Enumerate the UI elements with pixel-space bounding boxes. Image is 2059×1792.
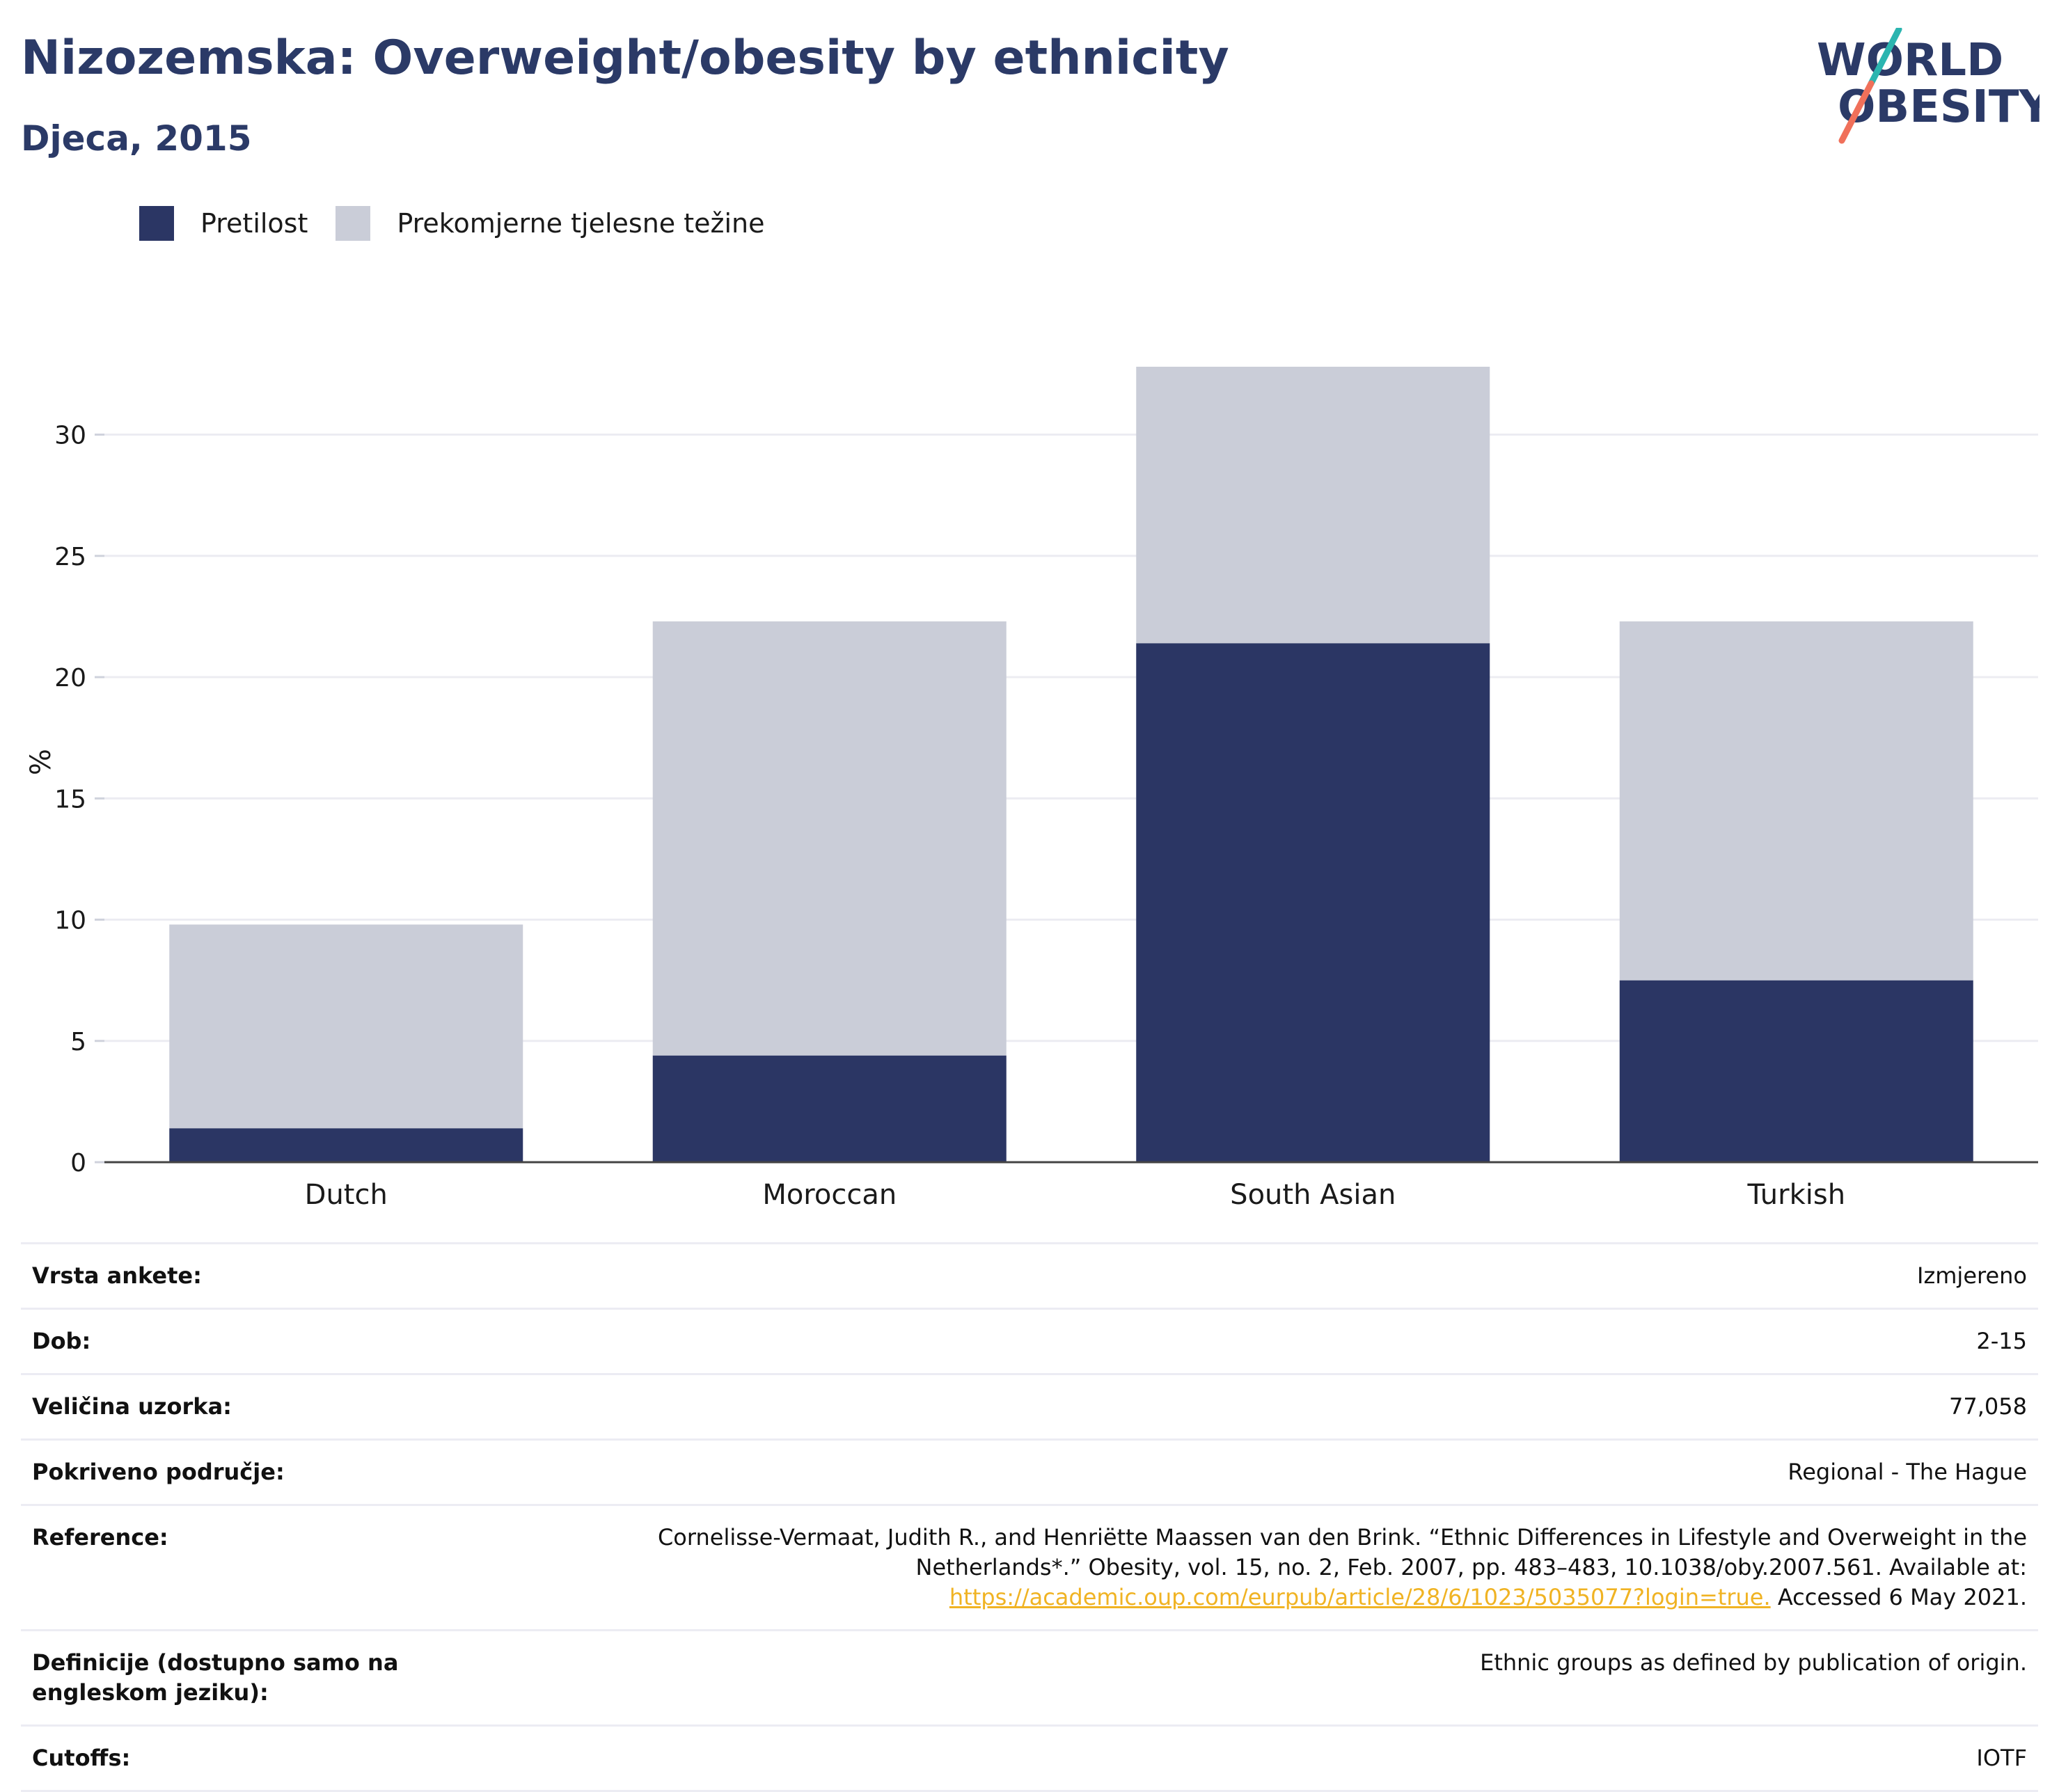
- y-tick-label: 20: [54, 664, 86, 692]
- bar-chart: 0 5 10 15 20 25 30 Dutch Moroccan South Asian Tur…: [25, 366, 2038, 1211]
- info-label: Pokriveno područje:: [32, 1459, 285, 1485]
- y-tick-label: 10: [54, 907, 86, 935]
- info-label: Cutoffs:: [32, 1745, 131, 1771]
- logo-word-1: WORLD: [1817, 35, 2003, 86]
- survey-info-table: Vrsta ankete: Izmjereno Dob: 2-15 Veliči…: [21, 1242, 2038, 1792]
- info-row-survey-type: Vrsta ankete: Izmjereno: [21, 1243, 2038, 1309]
- info-label: Definicije (dostupno samo na engleskom j…: [32, 1649, 399, 1706]
- y-tick-label: 0: [70, 1149, 86, 1178]
- info-row-coverage: Pokriveno područje: Regional - The Hague: [21, 1439, 2038, 1505]
- legend-item-obesity[interactable]: Pretilost: [139, 206, 308, 241]
- reference-text: Cornelisse-Vermaat, Judith R., and Henri…: [657, 1524, 2027, 1580]
- info-value: Ethnic groups as defined by publication …: [1480, 1649, 2027, 1676]
- info-row-age: Dob: 2-15: [21, 1308, 2038, 1374]
- info-value: IOTF: [1976, 1745, 2027, 1771]
- bar-obesity-south-asian[interactable]: [1136, 643, 1490, 1162]
- x-category-label: Turkish: [1746, 1179, 1845, 1211]
- info-value: Regional - The Hague: [1788, 1459, 2027, 1485]
- x-axis-labels: Dutch Moroccan South Asian Turkish: [305, 1179, 1845, 1211]
- legend-label-obesity: Pretilost: [200, 208, 308, 239]
- info-value: 2-15: [1976, 1328, 2027, 1354]
- y-tick-label: 30: [54, 422, 86, 450]
- x-category-label: Dutch: [305, 1179, 388, 1211]
- legend-label-overweight: Prekomjerne tjelesne težine: [397, 208, 765, 239]
- logo-slash-teal: [1868, 26, 1902, 87]
- legend-swatch-overweight: [336, 206, 371, 241]
- legend-item-overweight[interactable]: Prekomjerne tjelesne težine: [336, 206, 765, 241]
- logo-graphic: WORLD OBESITY: [1817, 26, 2051, 144]
- y-tick-label: 15: [54, 785, 86, 814]
- reference-accessed: Accessed 6 May 2021.: [1770, 1584, 2027, 1610]
- logo-word-2: OBESITY: [1838, 81, 2040, 133]
- reference-link[interactable]: https://academic.oup.com/eurpub/article/…: [949, 1584, 1771, 1610]
- y-tick-label: 25: [54, 543, 86, 571]
- info-label: Vrsta ankete:: [32, 1262, 202, 1289]
- y-axis-title: %: [25, 749, 57, 775]
- bar-overweight-turkish[interactable]: [1619, 621, 1973, 981]
- chart-bars: [169, 366, 1973, 1162]
- bar-overweight-moroccan[interactable]: [652, 621, 1007, 1056]
- y-axis-ticks: 0 5 10 15 20 25 30: [54, 422, 86, 1178]
- info-label: Veličina uzorka:: [32, 1393, 232, 1420]
- info-value: 77,058: [1949, 1393, 2027, 1420]
- x-category-label: Moroccan: [762, 1179, 897, 1211]
- info-row-definitions: Definicije (dostupno samo na engleskom j…: [21, 1630, 2038, 1726]
- chart-legend: Pretilost Prekomjerne tjelesne težine: [139, 206, 793, 241]
- info-row-sample-size: Veličina uzorka: 77,058: [21, 1374, 2038, 1440]
- x-category-label: South Asian: [1230, 1179, 1396, 1211]
- bar-obesity-turkish[interactable]: [1619, 980, 1973, 1162]
- bar-obesity-dutch[interactable]: [169, 1128, 523, 1162]
- info-value-reference: Cornelisse-Vermaat, Judith R., and Henri…: [544, 1505, 2038, 1631]
- bar-overweight-dutch[interactable]: [169, 924, 523, 1129]
- info-row-cutoffs: Cutoffs: IOTF: [21, 1725, 2038, 1791]
- info-row-reference: Reference: Cornelisse-Vermaat, Judith R.…: [21, 1505, 2038, 1631]
- world-obesity-logo[interactable]: WORLD OBESITY: [1817, 26, 2051, 146]
- y-tick-label: 5: [70, 1028, 86, 1056]
- info-label: Dob:: [32, 1328, 91, 1354]
- legend-swatch-obesity: [139, 206, 174, 241]
- info-label: Reference:: [32, 1524, 168, 1551]
- page-subtitle: Djeca, 2015: [21, 118, 252, 159]
- info-value: Izmjereno: [1917, 1262, 2027, 1289]
- bar-obesity-moroccan[interactable]: [652, 1055, 1007, 1162]
- page-title: Nizozemska: Overweight/obesity by ethnic…: [21, 31, 1229, 86]
- logo-slash-coral: [1838, 80, 1875, 144]
- bar-overweight-south-asian[interactable]: [1136, 366, 1490, 644]
